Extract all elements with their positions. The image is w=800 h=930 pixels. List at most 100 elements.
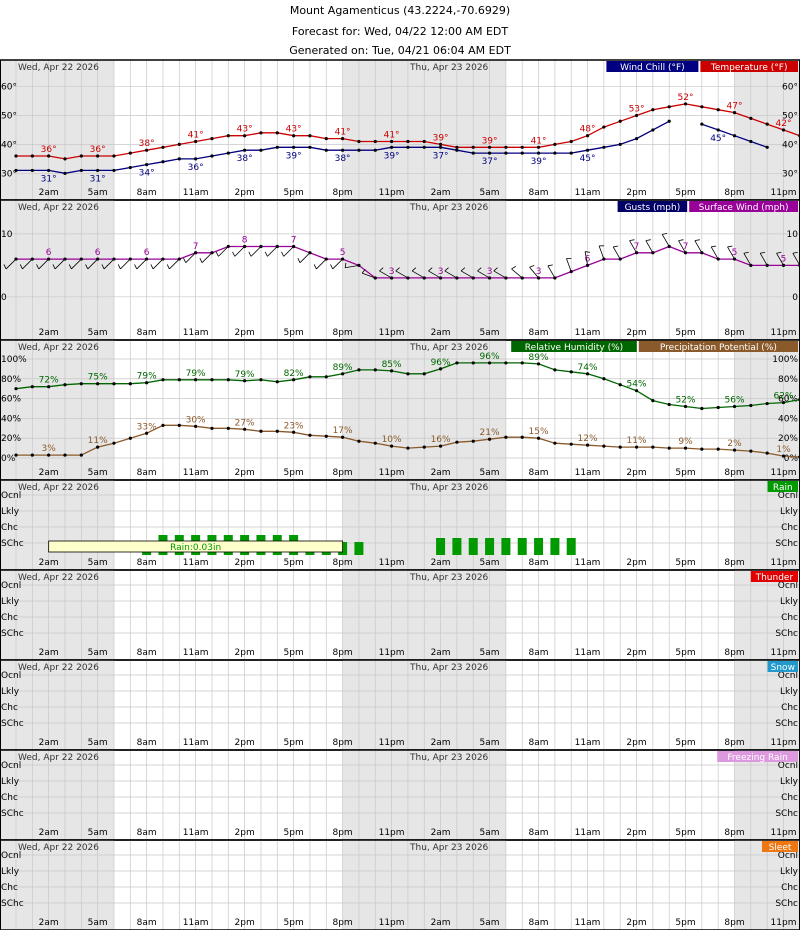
data-point <box>716 405 720 410</box>
x-tick-label: 5pm <box>284 328 304 338</box>
wind-barb-flag <box>444 267 449 272</box>
data-label: 43° <box>237 125 253 135</box>
x-tick-label: 5pm <box>284 188 304 198</box>
legend-label: Snow <box>771 663 795 673</box>
generated-on: Generated on: Tue, 04/21 06:04 AM EDT <box>289 44 511 57</box>
y-tick-right: 80% <box>778 375 798 385</box>
legend-box <box>606 61 699 72</box>
x-tick-label: 8am <box>137 188 157 198</box>
night-shade <box>0 60 114 200</box>
data-point <box>373 148 377 152</box>
data-point <box>275 131 279 135</box>
wind-barb-flag <box>361 269 366 274</box>
level-label-right: Ocnl <box>778 761 798 771</box>
y-tick-right: 60° <box>782 83 798 93</box>
wind-barb <box>234 246 245 257</box>
data-point <box>569 151 573 155</box>
day-label: Thu, Apr 23 2026 <box>409 483 489 493</box>
x-tick-label: 11am <box>575 328 601 338</box>
wind-barb <box>477 270 490 279</box>
x-tick-label: 8pm <box>724 558 744 568</box>
data-point <box>618 383 622 387</box>
data-point <box>651 445 655 449</box>
data-point <box>749 139 753 144</box>
data-label: 11% <box>627 436 647 446</box>
data-label: 5 <box>340 248 346 258</box>
data-point <box>357 439 361 443</box>
data-label: 41° <box>384 131 400 141</box>
data-point <box>406 446 410 450</box>
x-tick-label: 11pm <box>379 828 405 838</box>
x-tick-label: 2pm <box>626 918 646 928</box>
level-label-left: SChc <box>1 629 24 639</box>
data-label: 54% <box>627 380 647 390</box>
data-point <box>79 154 83 158</box>
data-point <box>553 142 557 147</box>
x-tick-label: 11pm <box>771 328 797 338</box>
panel-sleet: Ocnl Ocnl Lkly Lkly Chc Chc SChc SChc Wed, Apr 2… <box>0 839 800 930</box>
y-tick-left: 50° <box>1 111 17 121</box>
data-point <box>520 361 524 365</box>
wind-barb-flag <box>264 251 268 257</box>
data-point <box>324 137 328 141</box>
data-label: 45° <box>710 134 726 144</box>
data-point <box>683 404 688 409</box>
data-label: 21% <box>480 428 500 438</box>
wind-barb-flag <box>411 267 417 272</box>
data-point <box>112 168 116 173</box>
level-label-left: Lkly <box>1 777 20 787</box>
x-tick-label: 11pm <box>379 468 405 478</box>
data-point <box>161 160 165 164</box>
data-label: 75% <box>88 373 108 383</box>
wind-barb <box>316 258 327 270</box>
data-point <box>14 387 18 391</box>
data-label: 41° <box>188 131 204 141</box>
data-point <box>504 435 508 439</box>
level-label-right: Chc <box>781 703 798 713</box>
data-point <box>292 145 296 149</box>
data-point <box>569 442 573 446</box>
rain-amount-box <box>48 540 344 553</box>
x-tick-label: 2pm <box>235 648 255 658</box>
x-tick-label: 5pm <box>675 828 695 838</box>
x-tick-label: 2am <box>39 558 59 568</box>
x-tick-label: 8pm <box>332 738 352 748</box>
data-point <box>781 128 786 132</box>
legend-label: Freezing Rain <box>727 753 787 763</box>
data-label: 39° <box>384 151 400 161</box>
data-point <box>520 435 524 439</box>
level-label-right: SChc <box>775 629 798 639</box>
data-label: 3 <box>487 267 493 277</box>
wind-barb <box>629 240 637 253</box>
data-label: 52% <box>676 396 696 406</box>
wind-barb-flag <box>166 264 170 270</box>
y-tick-right: 0 <box>792 293 798 303</box>
x-tick-label: 5am <box>480 918 500 928</box>
x-tick-label: 8pm <box>724 648 744 658</box>
rain-bar <box>501 538 511 555</box>
data-point <box>683 446 688 450</box>
level-label-right: Chc <box>781 613 798 623</box>
legend-box <box>767 661 798 672</box>
data-point <box>275 429 279 433</box>
x-tick-label: 5am <box>480 738 500 748</box>
y-tick-left: 10 <box>1 230 13 240</box>
data-point <box>357 368 361 372</box>
series-line <box>16 424 800 458</box>
x-tick-label: 11am <box>575 188 601 198</box>
wind-barb-flag <box>36 264 40 270</box>
data-label: 62% <box>774 392 794 402</box>
wind-barb <box>152 258 164 270</box>
x-tick-label: 8am <box>529 648 549 658</box>
data-label: 15% <box>529 427 549 437</box>
data-point <box>585 372 590 376</box>
x-tick-label: 2am <box>431 468 451 478</box>
data-label: 37° <box>482 157 498 167</box>
data-point <box>145 431 149 435</box>
data-point <box>389 444 394 448</box>
wind-barb-flag <box>760 251 766 254</box>
x-tick-label: 5pm <box>284 828 304 838</box>
level-label-right: Chc <box>781 883 798 893</box>
data-point <box>471 439 475 443</box>
x-tick-label: 11pm <box>771 738 797 748</box>
